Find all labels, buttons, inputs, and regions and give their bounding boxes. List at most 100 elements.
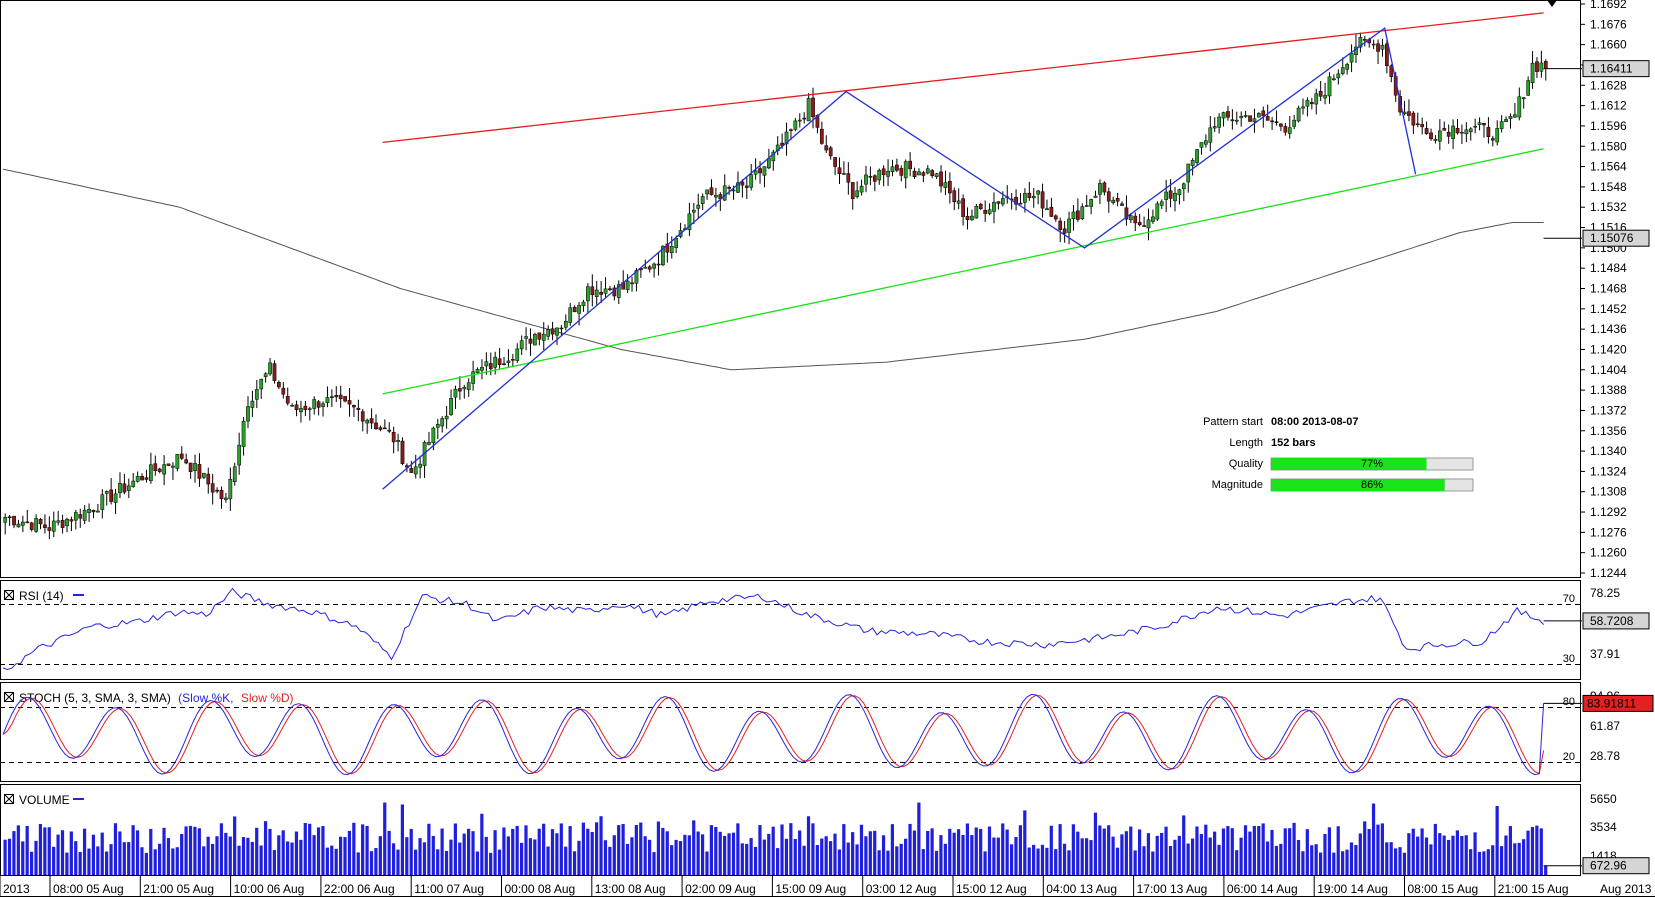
volume-bar (855, 844, 859, 875)
candle-body (828, 147, 833, 157)
volume-bar (1354, 845, 1358, 875)
volume-bar (572, 851, 577, 875)
volume-bar (1190, 838, 1195, 875)
candle-body (1199, 142, 1204, 148)
volume-bar (828, 841, 833, 875)
volume-bar (140, 847, 144, 875)
candle-body (656, 263, 661, 266)
volume-bar (1155, 835, 1159, 875)
candle-body (1204, 140, 1208, 145)
volume-bar (197, 828, 201, 875)
candle-body (1067, 218, 1071, 233)
candle-body (837, 167, 842, 175)
volume-bar (206, 836, 210, 875)
candle-body (166, 463, 171, 466)
candle-body (510, 359, 515, 361)
time-tick-label: 15:00 09 Aug (775, 882, 846, 896)
volume-bar (559, 823, 563, 875)
volume-bar (1371, 803, 1376, 875)
stoch-box-bg (1582, 694, 1654, 712)
volume-bar (1345, 849, 1349, 875)
candle-body (1151, 216, 1155, 222)
volume-bar (480, 813, 484, 875)
price-tick-label: 1.1388 (1590, 383, 1627, 397)
candle-body (193, 463, 197, 471)
volume-bar (1054, 849, 1058, 875)
volume-bar (1469, 849, 1473, 875)
candle-body (1071, 211, 1076, 220)
volume-bar (1522, 839, 1526, 875)
candle-body (1521, 97, 1526, 100)
candle-body (365, 419, 370, 424)
volume-bar (241, 837, 246, 875)
candle-body (104, 491, 109, 494)
candle-body (691, 209, 696, 213)
candle-body (546, 329, 551, 337)
volume-bar (776, 848, 780, 875)
price-tick-label: 1.1532 (1590, 200, 1627, 214)
volume-bar (343, 837, 347, 875)
volume-bar (1530, 826, 1535, 875)
candle-body (1513, 114, 1517, 118)
time-tick-label: 08:00 15 Aug (1408, 882, 1479, 896)
volume-panel: VOLUME 5650 3534 1418 672.96 (3, 792, 1650, 875)
volume-bar (1235, 850, 1239, 875)
volume-bar (1199, 834, 1203, 875)
rsi-collapse-icon[interactable] (4, 590, 14, 600)
volume-bar (656, 821, 661, 875)
candle-body (802, 117, 807, 120)
candle-body (1089, 199, 1093, 207)
volume-bar (815, 844, 819, 875)
volume-bar (727, 833, 731, 875)
volume-bar (577, 840, 581, 875)
candle-body (877, 169, 882, 181)
candle-body (382, 427, 387, 430)
volume-bar (899, 843, 903, 875)
stoch-collapse-icon[interactable] (4, 692, 14, 702)
volume-bar (1544, 865, 1548, 875)
volume-bar (595, 822, 599, 875)
candle-body (224, 497, 228, 500)
candle-body (1257, 113, 1261, 118)
volume-bar (1495, 806, 1499, 875)
rsi-level-high-label: 70 (1563, 593, 1575, 605)
volume-bar (21, 841, 25, 875)
candle-body (91, 509, 96, 513)
pattern-info: Pattern start 08:00 2013-08-07 Length 15… (1203, 416, 1474, 492)
candle-body (842, 173, 846, 175)
volume-bar (1213, 831, 1217, 875)
price-tick-label: 1.1244 (1590, 566, 1627, 580)
candle-body (1305, 100, 1310, 107)
volume-bar (1389, 842, 1393, 875)
top-marker-icon (1547, 0, 1557, 7)
candle-body (312, 399, 317, 409)
candle-body (1389, 65, 1394, 77)
candle-body (881, 168, 886, 176)
volume-bar (294, 831, 299, 875)
volume-bar (630, 837, 634, 875)
volume-collapse-icon[interactable] (4, 794, 14, 804)
volume-bar (171, 848, 175, 875)
candle-body (943, 182, 948, 188)
candle-body (449, 398, 453, 415)
candle-body (497, 358, 502, 365)
candle-body (1371, 43, 1376, 46)
candle-body (1023, 193, 1027, 203)
candle-body (506, 360, 511, 363)
candle-body (771, 151, 776, 162)
volume-bar (281, 830, 285, 875)
volume-bar (996, 837, 1000, 875)
volume-bar (325, 847, 329, 875)
volume-bar (1438, 833, 1442, 875)
rsi-box-text: 58.7208 (1590, 614, 1634, 628)
volume-bar (1376, 824, 1380, 875)
volume-bar (286, 841, 290, 875)
volume-bar (69, 831, 73, 875)
candle-body (1499, 121, 1504, 129)
candle-body (268, 362, 272, 375)
price-tick-label: 1.1404 (1590, 363, 1627, 377)
candle-body (1415, 123, 1420, 126)
candle-body (586, 286, 590, 302)
volume-bar (162, 827, 166, 875)
stoch-panel: STOCH (5, 3, SMA, 3, SMA) (Slow %K, Slow… (0, 689, 1654, 776)
